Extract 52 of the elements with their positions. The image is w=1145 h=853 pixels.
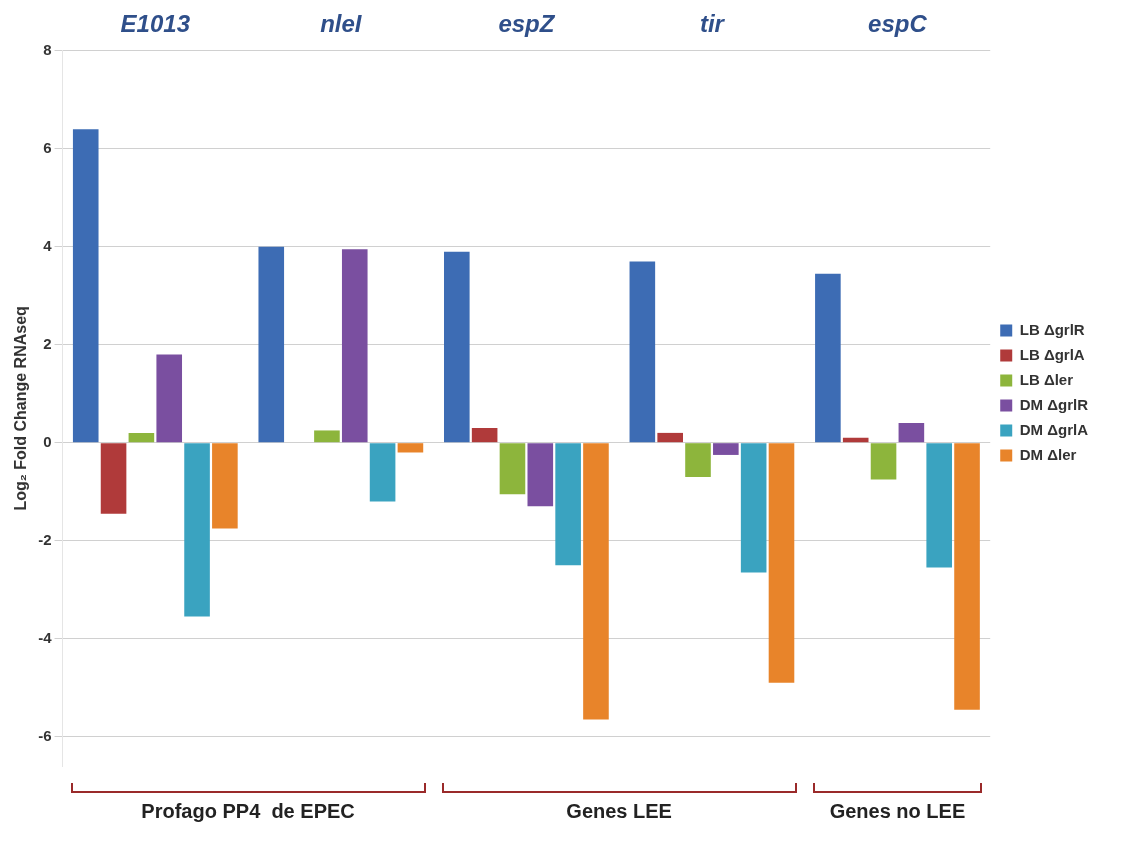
legend-label: LB ΔgrlR — [1019, 320, 1085, 338]
x-tick-label: tir — [699, 10, 726, 38]
x-tick-label: nleI — [320, 10, 363, 38]
text: Profago PP4 de EPEC — [140, 800, 356, 823]
bar — [128, 432, 155, 443]
bar — [369, 443, 396, 502]
bar — [685, 443, 711, 477]
bar — [870, 443, 897, 480]
bar — [815, 273, 841, 443]
x-tick-label: E1013 — [120, 10, 191, 38]
bar — [740, 443, 767, 573]
bar — [341, 249, 368, 443]
legend-label: DM Δler — [1019, 445, 1077, 463]
bar — [926, 443, 952, 568]
bar — [527, 443, 554, 507]
legend-label: DM ΔgrlA — [1019, 420, 1089, 438]
text: Genes no LEE — [828, 800, 967, 823]
y-tick-label: 2 — [43, 334, 52, 352]
legend-label: DM ΔgrlR — [1019, 395, 1089, 413]
bar — [629, 261, 656, 443]
y-tick-label: -6 — [38, 726, 52, 744]
bar — [657, 432, 683, 443]
y-tick-label: 0 — [43, 432, 52, 450]
legend-label: LB Δler — [1019, 370, 1074, 388]
bar — [555, 443, 581, 566]
x-tick-label: espZ — [498, 10, 556, 38]
bar — [471, 428, 498, 443]
bar — [499, 443, 526, 495]
y-tick-label: -4 — [38, 628, 53, 646]
bar — [72, 129, 99, 443]
y-tick-label: 8 — [43, 40, 52, 58]
bar — [212, 443, 238, 529]
y-axis-title: Log₂ Fold Change RNAseq — [12, 306, 30, 511]
bar — [898, 423, 925, 443]
y-tick-label: 4 — [43, 236, 53, 254]
bar — [184, 443, 210, 617]
legend-label: LB ΔgrlA — [1019, 345, 1085, 363]
bar — [156, 354, 183, 443]
bar — [842, 437, 869, 443]
bar — [444, 251, 470, 443]
bar — [397, 443, 424, 453]
bar — [713, 443, 739, 455]
bar — [100, 443, 127, 514]
bar — [954, 443, 980, 710]
y-tick-label: 6 — [43, 138, 52, 156]
bar — [583, 443, 609, 720]
y-tick-label: -2 — [38, 530, 52, 548]
bar — [314, 430, 340, 443]
text: Genes LEE — [565, 800, 673, 823]
bar — [768, 443, 795, 683]
bar — [258, 246, 285, 443]
x-tick-label: espC — [868, 10, 928, 38]
